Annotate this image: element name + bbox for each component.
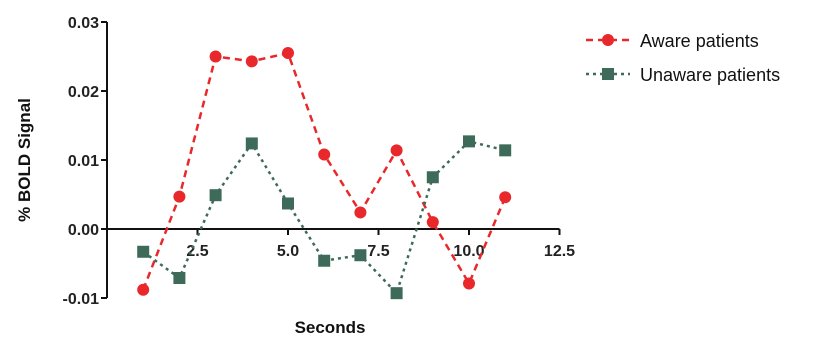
data-point-circle [354,206,367,219]
x-tick-label: 7.5 [367,243,389,260]
legend: Aware patients Unaware patients [586,31,780,85]
y-axis-title: % BOLD Signal [15,98,34,222]
data-point-circle [390,144,403,157]
y-tick-label: -0.01 [63,291,100,308]
series-line-1 [142,140,506,296]
data-point-square [426,171,439,184]
data-point-circle [499,191,512,204]
x-tick-label: 5.0 [277,243,299,260]
y-tick-label: 0.02 [68,84,99,101]
data-point-circle [209,50,222,63]
data-point-circle [173,190,186,203]
axes: 0.03 0.02 0.01 0.00 -0.01 2.5 5.0 7.5 10.0 12.5 [63,15,576,308]
x-tick-label: 10.0 [453,243,484,260]
data-point-square [209,189,222,202]
y-tick-label: 0.00 [68,222,99,239]
data-point-circle [245,55,258,68]
data-point-square [499,144,512,157]
data-point-circle [137,283,150,296]
data-point-square [137,245,150,258]
data-point-square [354,249,367,262]
x-axis-title: Seconds [295,318,366,337]
data-point-square [318,254,331,267]
data-point-square [463,135,475,148]
data-point-square [245,137,258,150]
legend-label-0: Aware patients [640,31,759,51]
x-tick-label: 12.5 [544,243,575,260]
legend-label-1: Unaware patients [640,65,780,85]
y-tick-label: 0.03 [68,15,99,32]
data-point-square [282,197,294,210]
y-tick-label: 0.01 [68,153,99,170]
data-point-square [390,287,403,300]
data-point-circle [463,277,475,290]
data-point-square [173,271,186,284]
x-tick-label: 2.5 [186,243,208,260]
legend-marker-square [602,68,614,80]
legend-marker-circle [602,34,614,46]
data-point-circle [282,47,294,60]
series-layer [137,47,512,300]
data-point-circle [426,216,439,229]
data-point-circle [318,148,331,161]
